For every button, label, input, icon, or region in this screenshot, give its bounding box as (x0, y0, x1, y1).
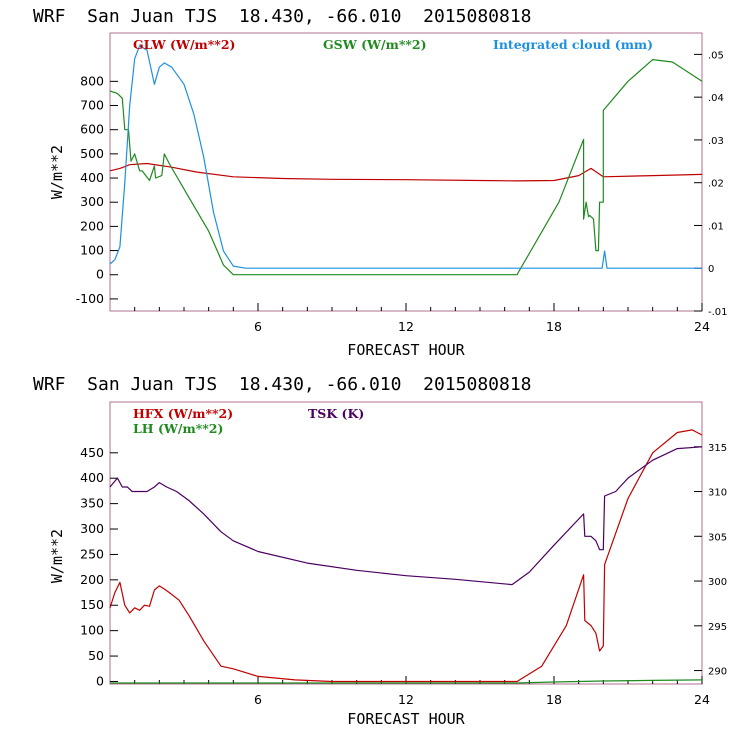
top-ytick-label: 200 (80, 218, 104, 233)
bottom-ylabel: W/m**2 (48, 529, 66, 583)
legend-lh: LH (W/m**2) (133, 421, 223, 436)
bottom-xlabel: FORECAST HOUR (347, 710, 465, 728)
top-series-line-1 (109, 58, 703, 276)
bottom-xtick-label: 12 (398, 692, 414, 707)
bottom-title: WRF San Juan TJS 18.430, -66.010 2015080… (33, 374, 532, 395)
top-ytick-label: 300 (80, 194, 104, 209)
bottom-ytick-label: 250 (80, 546, 104, 561)
top-xtick-label: 24 (694, 319, 710, 334)
bottom-y2tick-label: 300 (708, 577, 727, 588)
top-ytick-label: 700 (80, 98, 104, 113)
top-ytick-label: 600 (80, 122, 104, 137)
top-ylabel-group: W/m**2 (48, 145, 66, 199)
bottom-y2tick-label: 310 (708, 488, 727, 499)
bottom-legend: HFX (W/m**2) LH (W/m**2) TSK (K) (133, 406, 364, 436)
bottom-ytick-label: 150 (80, 597, 104, 612)
legend-hfx: HFX (W/m**2) (133, 406, 233, 421)
bottom-y2tick-label: 295 (708, 622, 727, 633)
bottom-xtick-label: 18 (546, 692, 562, 707)
bottom-y2tick-label: 290 (708, 667, 727, 678)
bottom-xtick-label: 24 (694, 692, 710, 707)
top-y2tick-label: .04 (708, 93, 724, 104)
top-y2tick-label: .01 (708, 221, 724, 232)
legend-gsw: GSW (W/m**2) (323, 37, 427, 52)
top-xtick-label: 12 (398, 319, 414, 334)
legend-glw: GLW (W/m**2) (133, 37, 235, 52)
bottom-y2tick-label: 305 (708, 532, 727, 543)
top-series-line-0 (109, 162, 703, 182)
top-series-line-2 (109, 45, 702, 269)
bottom-ytick-label: 300 (80, 521, 104, 536)
bottom-xtick-label: 6 (254, 692, 262, 707)
top-y2tick-label: .05 (708, 50, 724, 61)
bottom-ytick-label: 100 (80, 623, 104, 638)
top-xtick-label: 18 (546, 319, 562, 334)
legend-cloud: Integrated cloud (mm) (493, 37, 653, 52)
bottom-ytick-label: 50 (88, 648, 104, 663)
legend-tsk: TSK (K) (308, 406, 364, 421)
bottom-ytick-label: 200 (80, 572, 104, 587)
top-axis-ticks: 6 12 18 24 -100 0 100 200 300 400 500 600 700 800 -.01… (76, 50, 728, 334)
top-xtick-label: 6 (254, 319, 262, 334)
top-xlabel: FORECAST HOUR (347, 341, 465, 359)
bottom-axis-ticks: 6 12 18 24 0 50 100 150 200 250 300 350 400 450 290 295… (80, 443, 727, 707)
top-ytick-label: 800 (80, 73, 104, 88)
top-ytick-label: 400 (80, 170, 104, 185)
top-ytick-label: 0 (96, 267, 104, 282)
bottom-ytick-label: 0 (96, 673, 104, 688)
top-y2tick-label: -.01 (708, 307, 728, 318)
bottom-ylabel-group: W/m**2 (48, 529, 66, 583)
bottom-plot-frame (109, 401, 703, 685)
bottom-ytick-label: 350 (80, 496, 104, 511)
top-ylabel: W/m**2 (48, 145, 66, 199)
top-ytick-label: 500 (80, 146, 104, 161)
top-legend: GLW (W/m**2) GSW (W/m**2) Integrated clo… (133, 37, 653, 52)
top-ytick-label: 100 (80, 243, 104, 258)
top-series-lines (109, 45, 703, 276)
top-y2tick-label: .03 (708, 136, 724, 147)
bottom-y2tick-label: 315 (708, 443, 727, 454)
top-title: WRF San Juan TJS 18.430, -66.010 2015080… (33, 6, 532, 27)
bottom-series-line-0 (109, 429, 703, 683)
top-y2tick-label: 0 (708, 264, 714, 275)
top-ytick-label: -100 (76, 291, 104, 306)
bottom-ytick-label: 450 (80, 445, 104, 460)
bottom-ytick-label: 400 (80, 470, 104, 485)
bottom-series-line-1 (110, 679, 703, 684)
bottom-series-lines (109, 429, 703, 684)
bottom-series-line-2 (109, 446, 703, 586)
top-y2tick-label: .02 (708, 179, 724, 190)
